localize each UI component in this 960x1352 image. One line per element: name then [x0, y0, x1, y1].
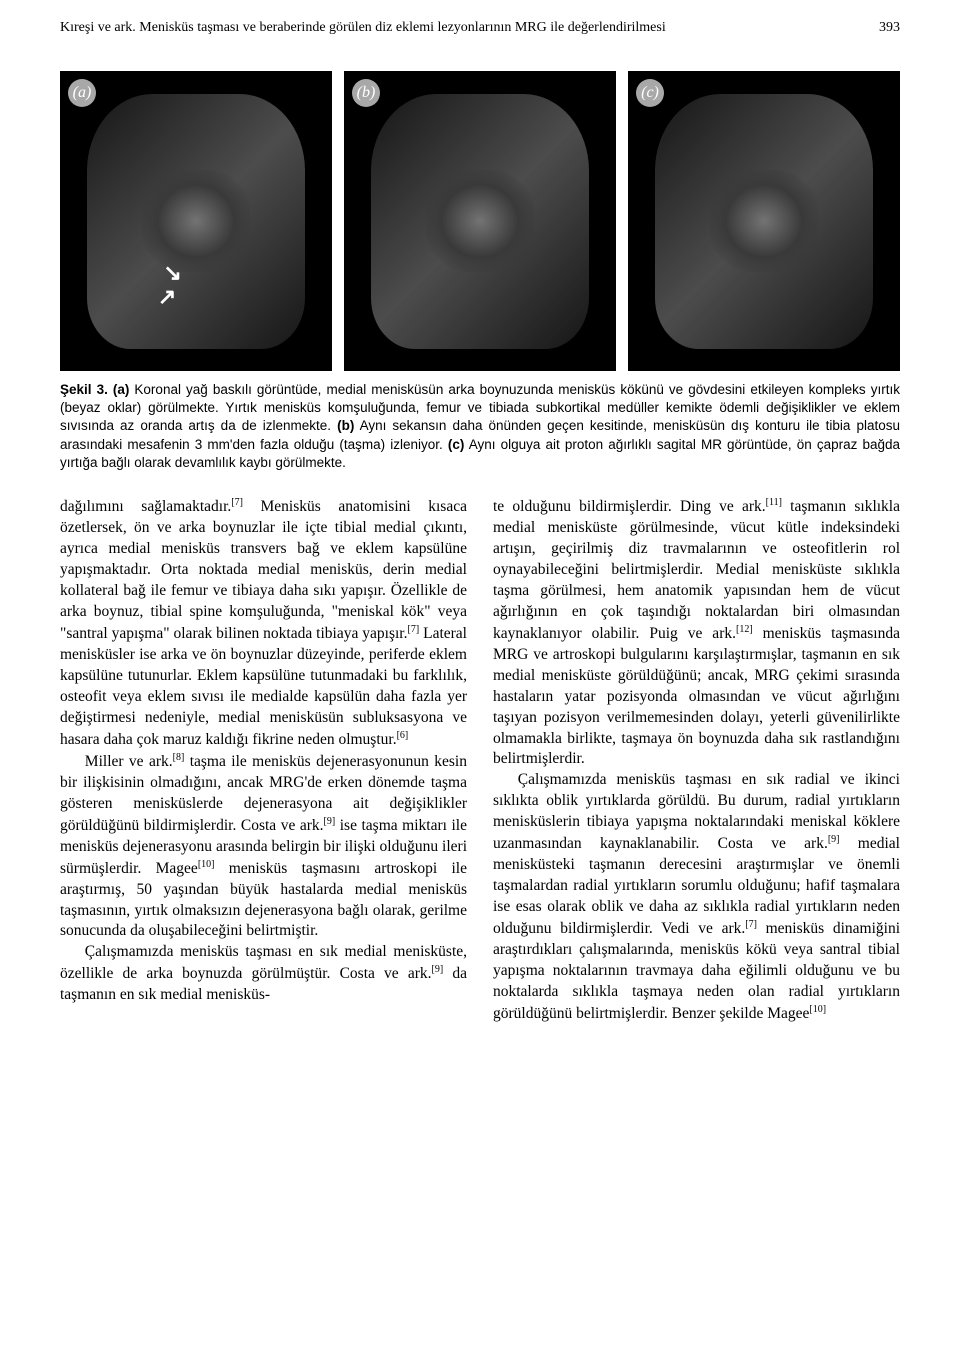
- subfig-label-a: (a): [68, 79, 96, 107]
- citation-ref: [8]: [173, 752, 185, 763]
- subfig-label-c: (c): [636, 79, 664, 107]
- citation-ref: [12]: [736, 624, 753, 635]
- body-paragraph: Miller ve ark.[8] taşma ile menisküs dej…: [60, 751, 467, 943]
- figure-3-caption: Şekil 3. (a) Koronal yağ baskılı görüntü…: [60, 381, 900, 472]
- figure-3a: (a) ↘ ↗: [60, 71, 332, 371]
- caption-letter-b: (b): [337, 418, 354, 433]
- mri-image-b: [371, 94, 589, 349]
- citation-ref: [7]: [231, 497, 243, 508]
- citation-ref: [10]: [809, 1004, 826, 1015]
- caption-lead: Şekil 3.: [60, 382, 108, 397]
- mri-image-c: [655, 94, 873, 349]
- citation-ref: [10]: [198, 859, 215, 870]
- body-paragraph: Çalışmamızda menisküs taşması en sık rad…: [493, 770, 900, 1025]
- left-column: dağılımını sağlamaktadır.[7] Menisküs an…: [60, 496, 467, 1025]
- arrow-marker-icon: ↘: [163, 260, 181, 286]
- figure-3c: (c): [628, 71, 900, 371]
- figure-3b: (b): [344, 71, 616, 371]
- body-paragraph: dağılımını sağlamaktadır.[7] Menisküs an…: [60, 496, 467, 751]
- page-number: 393: [879, 20, 900, 36]
- body-paragraph: te olduğunu bildirmişlerdir. Ding ve ark…: [493, 496, 900, 770]
- arrow-marker-icon: ↗: [158, 284, 176, 310]
- mri-image-a: [87, 94, 305, 349]
- citation-ref: [9]: [432, 964, 444, 975]
- citation-ref: [6]: [397, 730, 409, 741]
- citation-ref: [7]: [745, 919, 757, 930]
- citation-ref: [9]: [324, 816, 336, 827]
- right-column: te olduğunu bildirmişlerdir. Ding ve ark…: [493, 496, 900, 1025]
- running-header: Kıreşi ve ark. Menisküs taşması ve berab…: [60, 20, 900, 36]
- citation-ref: [11]: [766, 497, 782, 508]
- citation-ref: [9]: [828, 834, 840, 845]
- figure-3-panel: (a) ↘ ↗ (b) (c): [60, 71, 900, 371]
- caption-letter-c: (c): [448, 437, 465, 452]
- body-paragraph: Çalışmamızda menisküs taşması en sık med…: [60, 942, 467, 1006]
- subfig-label-b: (b): [352, 79, 380, 107]
- caption-letter-a: (a): [113, 382, 130, 397]
- running-title: Kıreşi ve ark. Menisküs taşması ve berab…: [60, 20, 666, 36]
- body-columns: dağılımını sağlamaktadır.[7] Menisküs an…: [60, 496, 900, 1025]
- citation-ref: [7]: [408, 624, 420, 635]
